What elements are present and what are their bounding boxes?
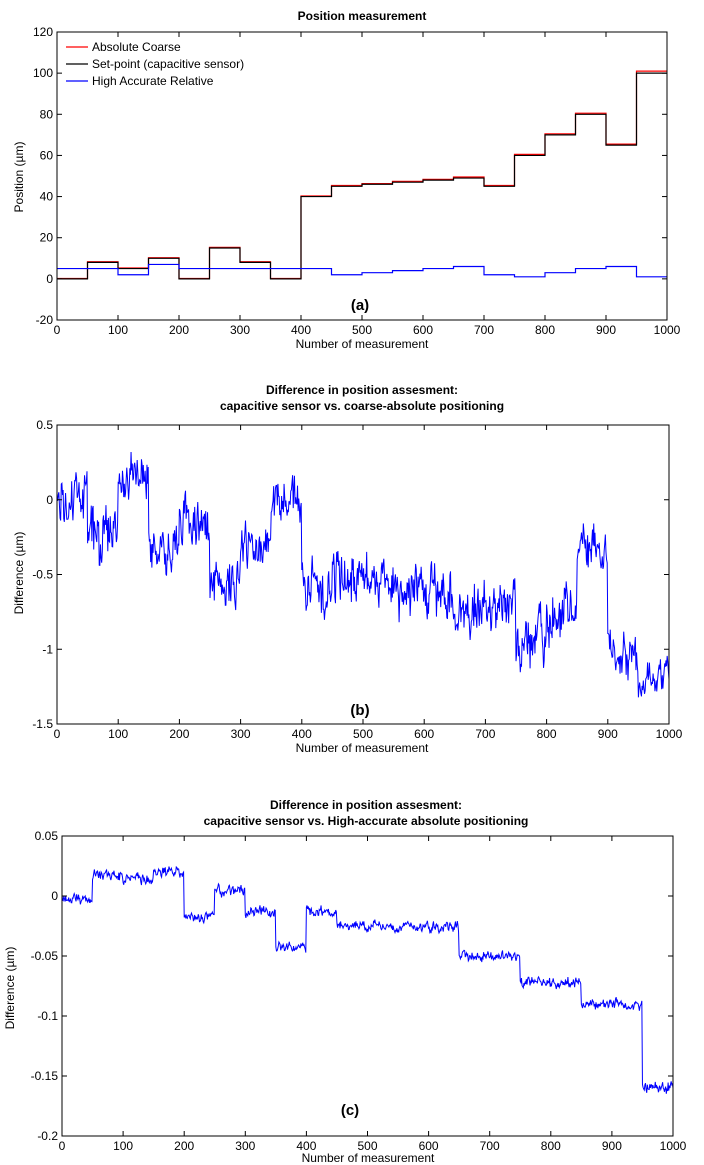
x-tick-label: 200 bbox=[169, 727, 189, 741]
y-tick-label: 120 bbox=[33, 25, 53, 39]
chart-title-b: Difference in position assesment: bbox=[266, 383, 458, 397]
chart-subtitle-c: capacitive sensor vs. High-accurate abso… bbox=[204, 814, 529, 828]
y-tick-label: -20 bbox=[36, 313, 54, 327]
x-tick-label: 400 bbox=[291, 323, 311, 337]
y-tick-label: -0.05 bbox=[31, 949, 59, 963]
y-tick-label: -1 bbox=[42, 642, 53, 656]
y-tick-label: 20 bbox=[40, 231, 54, 245]
x-tick-label: 700 bbox=[474, 323, 494, 337]
x-tick-label: 700 bbox=[475, 727, 495, 741]
x-tick-label: 500 bbox=[353, 727, 373, 741]
x-tick-label: 600 bbox=[419, 1139, 439, 1153]
x-tick-label: 1000 bbox=[656, 727, 683, 741]
x-tick-label: 900 bbox=[596, 323, 616, 337]
chart-title-c: Difference in position assesment: bbox=[270, 798, 462, 812]
legend: Absolute Coarse Set-point (capacitive se… bbox=[62, 37, 297, 94]
y-tick-label: 40 bbox=[40, 190, 54, 204]
panel-label-b: (b) bbox=[350, 702, 369, 719]
legend-label-set-point: Set-point (capacitive sensor) bbox=[92, 57, 244, 71]
x-tick-label: 900 bbox=[602, 1139, 622, 1153]
x-tick-label: 900 bbox=[598, 727, 618, 741]
panel-c: Difference in position assesment: capaci… bbox=[3, 798, 687, 1165]
x-tick-label: 200 bbox=[169, 323, 189, 337]
x-tick-label: 100 bbox=[108, 727, 128, 741]
y-axis-label-a: Position (µm) bbox=[12, 142, 26, 213]
x-tick-label: 200 bbox=[174, 1139, 194, 1153]
y-tick-label: -0.2 bbox=[37, 1129, 58, 1143]
panel-label-a: (a) bbox=[351, 297, 369, 314]
x-tick-label: 1000 bbox=[654, 323, 681, 337]
x-tick-label: 600 bbox=[413, 323, 433, 337]
panel-b: Difference in position assesment: capaci… bbox=[12, 383, 683, 755]
x-tick-label: 800 bbox=[541, 1139, 561, 1153]
x-tick-label: 800 bbox=[535, 323, 555, 337]
x-tick-label: 500 bbox=[352, 323, 372, 337]
y-axis-label-b: Difference (µm) bbox=[12, 532, 26, 615]
x-axis-label-a: Number of measurement bbox=[296, 337, 429, 351]
x-tick-label: 1000 bbox=[660, 1139, 687, 1153]
panel-label-c: (c) bbox=[341, 1102, 359, 1119]
series-line-high-accurate-relative bbox=[57, 263, 667, 278]
x-tick-label: 600 bbox=[414, 727, 434, 741]
y-tick-label: -0.15 bbox=[31, 1069, 59, 1083]
y-tick-label: 80 bbox=[40, 107, 54, 121]
x-tick-label: 800 bbox=[537, 727, 557, 741]
x-tick-label: 0 bbox=[54, 323, 61, 337]
x-tick-label: 100 bbox=[113, 1139, 133, 1153]
x-tick-label: 100 bbox=[108, 323, 128, 337]
series-line-difference bbox=[61, 865, 674, 1094]
y-tick-label: -0.5 bbox=[32, 568, 53, 582]
x-tick-label: 300 bbox=[231, 727, 251, 741]
x-axis-label-c: Number of measurement bbox=[302, 1151, 435, 1165]
x-tick-label: 500 bbox=[357, 1139, 377, 1153]
y-tick-label: 0 bbox=[46, 272, 53, 286]
x-tick-label: 700 bbox=[480, 1139, 500, 1153]
series-line-set-point-capacitive-sensor bbox=[57, 72, 667, 280]
x-tick-label: 400 bbox=[296, 1139, 316, 1153]
x-tick-label: 0 bbox=[54, 727, 61, 741]
y-tick-label: -0.1 bbox=[37, 1009, 58, 1023]
series-line-difference bbox=[56, 452, 670, 698]
x-tick-label: 300 bbox=[235, 1139, 255, 1153]
y-tick-label: 0.05 bbox=[35, 829, 59, 843]
y-tick-label: 60 bbox=[40, 148, 54, 162]
plot-frame bbox=[61, 835, 674, 1137]
y-tick-label: 0.5 bbox=[36, 418, 53, 432]
x-tick-label: 0 bbox=[59, 1139, 66, 1153]
x-tick-label: 300 bbox=[230, 323, 250, 337]
y-tick-label: 0 bbox=[46, 493, 53, 507]
x-axis-label-b: Number of measurement bbox=[296, 741, 429, 755]
x-tick-label: 400 bbox=[292, 727, 312, 741]
series-line-absolute-coarse bbox=[57, 70, 667, 280]
y-tick-label: 0 bbox=[51, 889, 58, 903]
legend-label-high-accurate-relative: High Accurate Relative bbox=[92, 74, 214, 88]
y-tick-label: 100 bbox=[33, 66, 53, 80]
chart-title-a: Position measurement bbox=[298, 9, 427, 23]
legend-box bbox=[62, 37, 297, 94]
legend-label-absolute-coarse: Absolute Coarse bbox=[92, 40, 181, 54]
panel-a: Position measurement (a) Number of measu… bbox=[12, 9, 681, 351]
chart-subtitle-b: capacitive sensor vs. coarse-absolute po… bbox=[220, 399, 504, 413]
y-tick-label: -1.5 bbox=[32, 717, 53, 731]
y-axis-label-c: Difference (µm) bbox=[3, 947, 17, 1030]
